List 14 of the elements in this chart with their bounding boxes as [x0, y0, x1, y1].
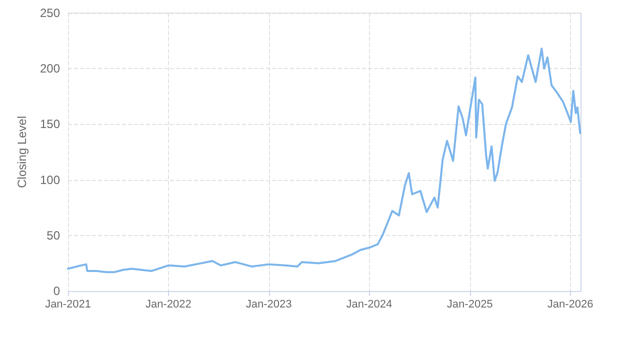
x-tick-label: Jan-2025: [446, 298, 493, 310]
y-tick-label: 150: [40, 117, 60, 132]
x-tick-label: Jan-2024: [346, 298, 392, 310]
x-tick-label: Jan-2022: [145, 298, 192, 310]
x-tick-label: Jan-2023: [246, 298, 292, 310]
x-tick-label: Jan-2021: [45, 298, 91, 310]
y-tick-label: 100: [40, 172, 60, 187]
y-tick-label: 250: [40, 6, 60, 20]
line-series: [67, 48, 582, 274]
y-axis-title: Closing Level: [15, 116, 29, 188]
y-tick-label: 200: [40, 62, 60, 76]
y-tick-label: 0: [53, 284, 60, 298]
y-tick-label: 50: [46, 228, 60, 242]
x-tick-label: Jan-2026: [547, 298, 594, 310]
